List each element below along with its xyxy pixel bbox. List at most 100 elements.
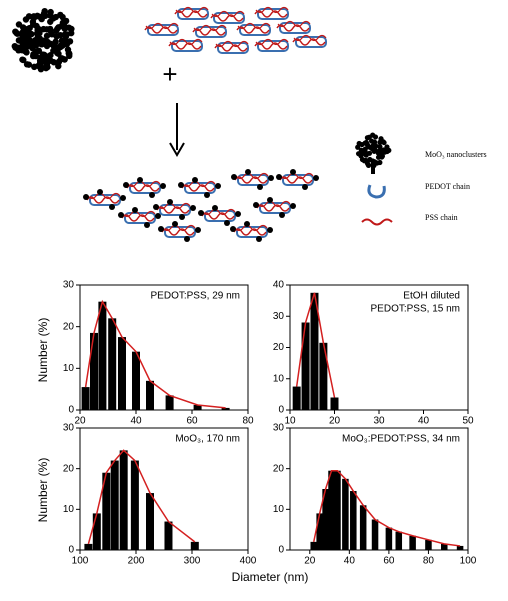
pss-chain <box>276 24 310 32</box>
nanocluster-dot <box>184 236 190 242</box>
plot-frame <box>289 427 469 551</box>
bar <box>330 397 339 410</box>
pedot-icon <box>367 184 386 199</box>
cluster-particle <box>35 47 43 55</box>
y-tick-label: 30 <box>63 423 75 434</box>
fit-line <box>84 299 226 409</box>
pss-icon <box>361 218 393 226</box>
x-tick-label: 40 <box>418 416 430 427</box>
pedot-chain <box>195 26 227 38</box>
bar <box>146 380 154 410</box>
pss-chain <box>210 14 244 22</box>
bar <box>108 318 117 410</box>
pss-chain <box>169 38 203 46</box>
cluster-particle <box>19 33 26 40</box>
pedot-chain <box>159 204 191 216</box>
pedot-chain <box>204 210 236 222</box>
arrow-head <box>169 142 185 157</box>
cluster-particle <box>372 147 379 153</box>
nanocluster-dot <box>267 197 273 203</box>
nanocluster-dot <box>231 174 237 180</box>
nanocluster-dot <box>276 174 282 180</box>
bar <box>301 322 310 410</box>
pss-chain <box>235 172 269 180</box>
cluster-particle <box>47 52 54 59</box>
cluster-particle <box>41 38 49 45</box>
cluster-particle <box>377 144 383 150</box>
bar <box>221 407 230 410</box>
y-tick-label: 30 <box>63 280 75 291</box>
bar <box>456 545 464 550</box>
bar <box>395 531 403 550</box>
pss-chain <box>256 204 290 212</box>
pedot-chain <box>184 182 216 194</box>
pss-chain <box>87 192 121 200</box>
cluster-particle <box>46 25 54 33</box>
cluster-particle <box>366 143 372 150</box>
y-tick-label: 0 <box>278 545 284 556</box>
nanocluster-dot <box>144 222 150 228</box>
pss-chain <box>193 24 227 32</box>
y-tick-label: 30 <box>273 311 285 322</box>
bar <box>385 527 393 550</box>
cluster-particle <box>33 30 41 37</box>
nanocluster-dot <box>149 192 155 198</box>
cluster-particle <box>61 36 69 44</box>
cluster-particle <box>18 46 25 54</box>
bar <box>409 535 416 550</box>
cluster-particle <box>32 51 39 59</box>
pss-chain <box>202 208 236 216</box>
pss-chain <box>182 180 216 188</box>
pedot-chain <box>124 212 156 224</box>
cluster-particle <box>31 63 38 71</box>
bar <box>92 513 101 550</box>
bar <box>81 387 90 410</box>
y-tick-label: 30 <box>273 423 285 434</box>
cluster-particle <box>26 24 33 32</box>
x-tick-label: 80 <box>423 556 435 567</box>
bar <box>193 405 202 410</box>
nanocluster-dot <box>118 212 124 218</box>
annotation: MoO₃, 170 nm <box>175 434 240 445</box>
y-tick-label: 20 <box>63 463 75 474</box>
bar <box>164 521 173 550</box>
nanocluster-dot <box>245 169 251 175</box>
legend-label: PEDOT chain <box>425 182 470 191</box>
annotation: PEDOT:PSS, 29 nm <box>151 291 240 302</box>
fit-line <box>87 449 196 545</box>
nanocluster-dot <box>212 205 218 211</box>
bar <box>371 519 379 550</box>
cluster-particle <box>68 29 75 37</box>
cluster-particle <box>23 49 30 56</box>
nanocluster-dot <box>257 184 263 190</box>
nanocluster-dot <box>120 195 126 201</box>
y-tick-label: 20 <box>273 342 285 353</box>
nanocluster-dot <box>235 211 241 217</box>
nanocluster-dot <box>198 210 204 216</box>
cluster-particle <box>64 46 72 53</box>
y-tick-label: 0 <box>68 405 74 416</box>
x-tick-label: 10 <box>284 416 296 427</box>
cluster-particle <box>54 45 62 52</box>
fit-line <box>312 469 461 547</box>
pss-chain <box>127 180 161 188</box>
pss-chain <box>201 212 235 220</box>
x-tick-label: 300 <box>184 556 201 567</box>
pss-chain <box>121 214 155 222</box>
bar <box>130 460 139 550</box>
cluster-particle <box>363 139 369 146</box>
cluster-particle <box>366 134 372 140</box>
nanocluster-dot <box>132 207 138 213</box>
x-tick-label: 100 <box>460 556 477 567</box>
bar <box>328 470 335 550</box>
nanocluster-dot <box>267 227 273 233</box>
x-tick-label: 60 <box>383 556 395 567</box>
y-axis-title: Number (%) <box>36 318 50 383</box>
bar <box>98 301 107 410</box>
x-tick-label: 50 <box>462 416 474 427</box>
pedot-chain <box>89 194 121 206</box>
nanocluster-dot <box>215 183 221 189</box>
pedot-chain <box>129 182 161 194</box>
bar <box>359 505 367 550</box>
bar <box>310 541 317 550</box>
